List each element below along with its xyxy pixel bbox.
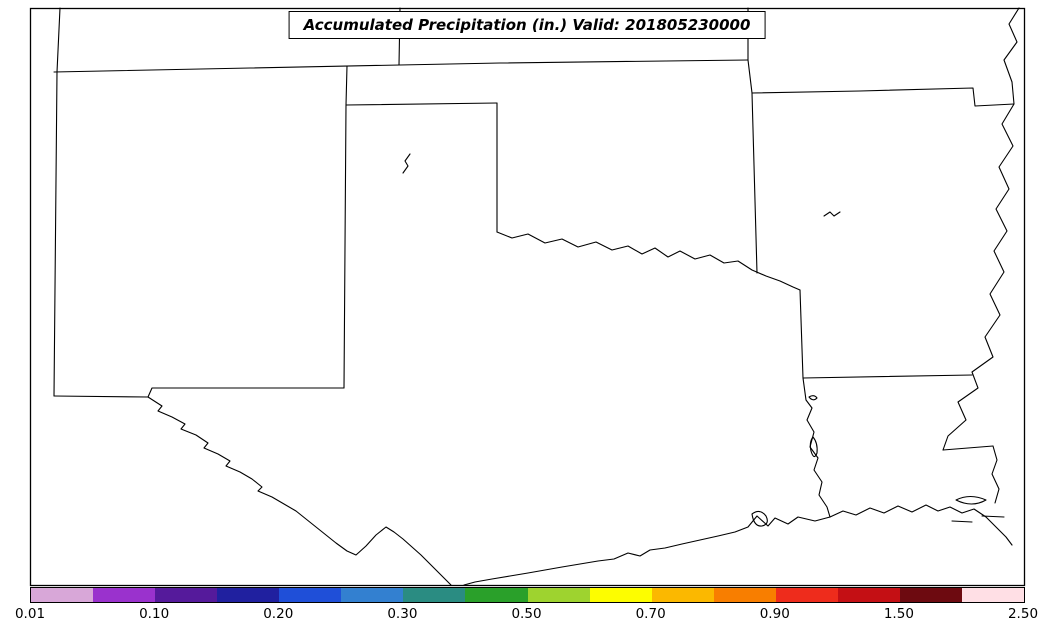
- pearl-river: [991, 445, 1000, 504]
- colorbar-segment: [31, 588, 94, 602]
- ms-coast-islands: [951, 515, 1005, 523]
- colorbar-segment: [279, 588, 342, 602]
- border-ok-panhandle-south: [345, 102, 498, 106]
- plot-title: Accumulated Precipitation (in.) Valid: 2…: [288, 11, 766, 39]
- lake-pontchartrain: [955, 495, 987, 505]
- border-nm-mexico: [53, 395, 149, 398]
- colorbar-tick-label: 0.20: [263, 606, 294, 622]
- colorbar-segment: [341, 588, 404, 602]
- colorbar-segment: [403, 588, 466, 602]
- mississippi-river: [942, 7, 1020, 451]
- colorbar-segment: [527, 588, 590, 602]
- gulf-coast-louisiana: [829, 504, 1013, 546]
- border-ar-la: [802, 374, 973, 379]
- colorbar-segment: [93, 588, 156, 602]
- colorbar-segment: [651, 588, 714, 602]
- caddo-lake: [808, 395, 818, 401]
- colorbar-segment: [899, 588, 962, 602]
- colorbar-segment: [589, 588, 652, 602]
- panhandle-river-squiggle: [402, 153, 411, 174]
- border-latitude-37: [53, 59, 749, 73]
- colorbar-tick-label: 2.50: [1007, 606, 1039, 622]
- toledo-bend-lake: [809, 436, 818, 458]
- colorbar-segment: [775, 588, 838, 602]
- colorbar-tick-label: 0.10: [139, 606, 170, 622]
- colorbar-tick-label: 0.90: [759, 606, 790, 622]
- colorbar: [30, 587, 1025, 603]
- arkansas-river-squiggle: [823, 211, 841, 217]
- colorbar-segment: [713, 588, 776, 602]
- map-frame: [29, 7, 1026, 587]
- colorbar-segment: [961, 588, 1024, 602]
- colorbar-segment: [465, 588, 528, 602]
- colorbar-tick-label: 0.70: [635, 606, 666, 622]
- colorbar-ticks: 0.01 0.10 0.20 0.30 0.50 0.70 0.90 1.50 2.50: [15, 604, 1038, 628]
- rio-grande: [147, 396, 452, 586]
- colorbar-segment: [837, 588, 900, 602]
- red-river-border: [496, 231, 801, 291]
- gulf-coast-texas: [463, 515, 831, 586]
- border-tx-la-sabine: [802, 377, 831, 518]
- border-ok-ar: [751, 92, 758, 274]
- galveston-bay: [751, 510, 768, 527]
- colorbar-tick-label: 0.01: [14, 606, 46, 622]
- border-tx-ar: [799, 289, 804, 379]
- colorbar-segments: [31, 588, 1024, 602]
- colorbar-tick-label: 0.50: [511, 606, 542, 622]
- colorbar-segment: [155, 588, 218, 602]
- colorbar-segment: [217, 588, 280, 602]
- colorbar-tick-label: 1.50: [883, 606, 914, 622]
- border-tx-nm-south: [147, 387, 345, 398]
- border-ks-mo-ar-bootheel: [747, 7, 1015, 107]
- colorbar-tick-label: 0.30: [387, 606, 418, 622]
- border-la-ms-31: [942, 445, 994, 451]
